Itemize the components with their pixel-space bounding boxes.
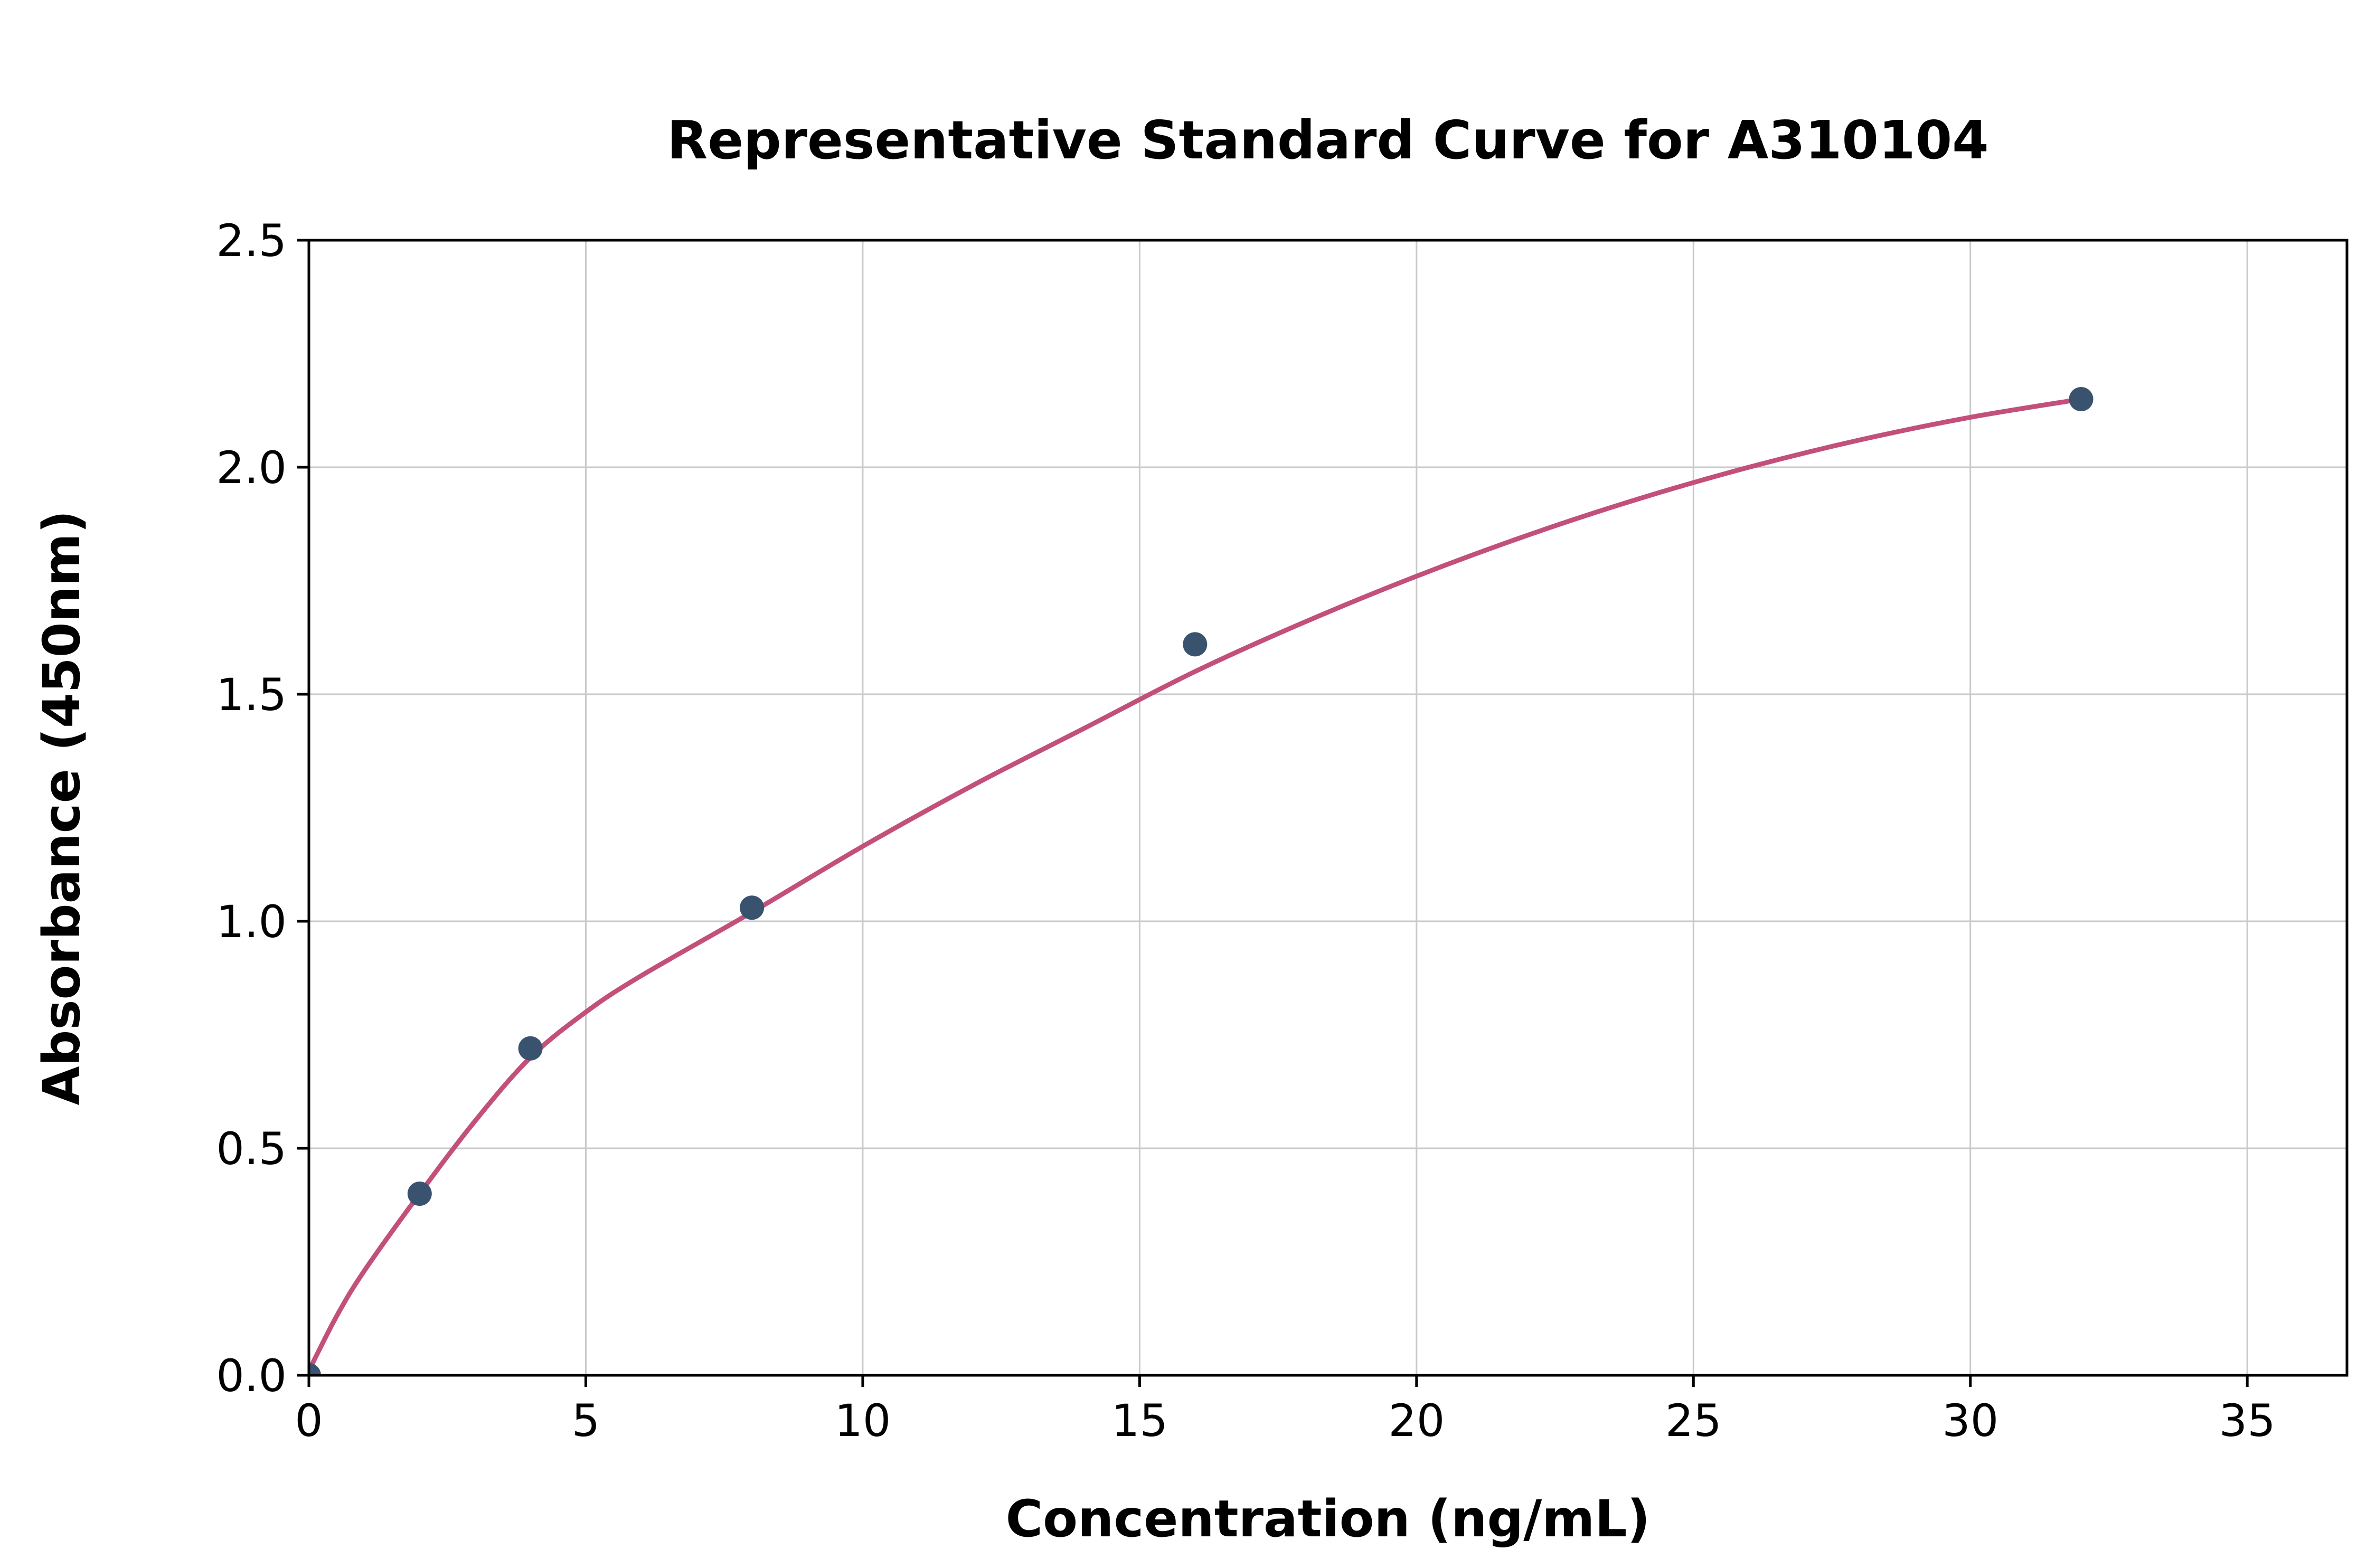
y-axis-label: Absorbance (450nm) bbox=[32, 510, 91, 1105]
x-tick-label: 30 bbox=[1942, 1395, 1998, 1447]
x-tick-label: 0 bbox=[295, 1395, 323, 1447]
plot-area: 0 5 10 15 20 25 30 35 0.0 0.5 1.0 1.5 2.0 2.5 bbox=[216, 215, 2349, 1447]
data-point bbox=[2069, 387, 2094, 411]
y-tick-label: 2.0 bbox=[216, 442, 287, 494]
x-tick-label: 20 bbox=[1388, 1395, 1445, 1447]
x-tick-label: 25 bbox=[1665, 1395, 1722, 1447]
plot-border bbox=[307, 239, 2349, 1377]
x-tick-label: 5 bbox=[572, 1395, 600, 1447]
data-point bbox=[407, 1182, 432, 1206]
x-tick-label: 35 bbox=[2219, 1395, 2276, 1447]
data-point bbox=[740, 895, 765, 920]
y-tick-label: 2.5 bbox=[216, 215, 287, 267]
data-point bbox=[309, 1363, 321, 1375]
y-tick-label: 0.0 bbox=[216, 1350, 287, 1402]
x-tick-label: 15 bbox=[1111, 1395, 1168, 1447]
x-tick-label: 10 bbox=[834, 1395, 891, 1447]
data-points bbox=[309, 387, 2094, 1375]
gridlines bbox=[308, 239, 2347, 1376]
data-point bbox=[518, 1036, 543, 1061]
chart-title: Representative Standard Curve for A31010… bbox=[667, 109, 1988, 171]
x-axis-label: Concentration (ng/mL) bbox=[1006, 1489, 1651, 1548]
data-point bbox=[1183, 632, 1208, 657]
y-tick-label: 1.0 bbox=[216, 896, 287, 948]
fit-curve bbox=[309, 396, 2083, 1373]
y-tick-label: 0.5 bbox=[216, 1123, 287, 1175]
y-tick-label: 1.5 bbox=[216, 669, 287, 721]
